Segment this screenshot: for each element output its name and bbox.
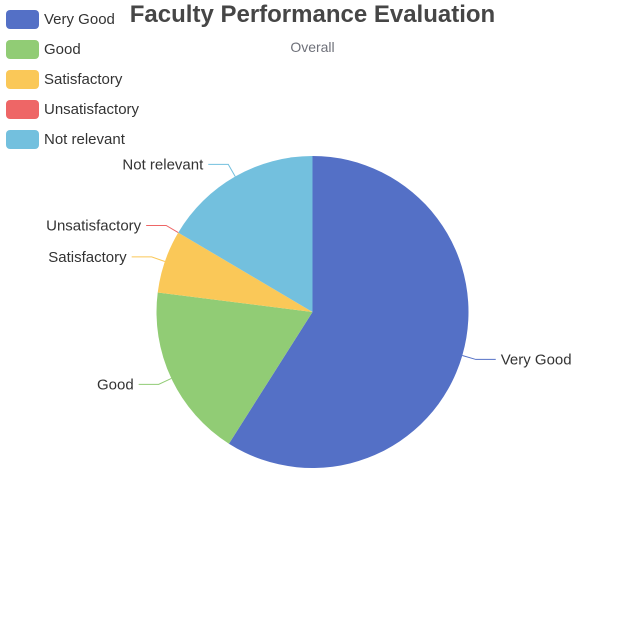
legend-item-satisfactory[interactable]: Satisfactory — [6, 64, 139, 94]
legend-label: Good — [44, 40, 81, 58]
legend-item-unsatisfactory[interactable]: Unsatisfactory — [6, 94, 139, 124]
legend-label: Satisfactory — [44, 70, 123, 88]
pie-slice-not-relevant[interactable] — [178, 156, 313, 312]
slice-label-good: Good — [97, 376, 134, 393]
legend: Very Good Good Satisfactory Unsatisfacto… — [6, 4, 139, 154]
label-line-satisfactory — [131, 256, 166, 262]
legend-swatch — [6, 39, 39, 59]
label-line-very-good — [462, 355, 496, 360]
slice-label-very-good: Very Good — [501, 351, 572, 368]
pie-slices — [156, 156, 469, 468]
slice-label-unsatisfactory: Unsatisfactory — [46, 217, 142, 234]
legend-label: Unsatisfactory — [44, 100, 140, 118]
legend-item-not-relevant[interactable]: Not relevant — [6, 124, 139, 154]
legend-item-good[interactable]: Good — [6, 34, 139, 64]
pie-slice-very-good[interactable] — [228, 156, 469, 468]
chart-title: Faculty Performance Evaluation — [129, 1, 496, 28]
pie-slice-good[interactable] — [156, 292, 313, 444]
legend-swatch — [6, 129, 39, 149]
legend-swatch — [6, 69, 39, 89]
legend-item-very-good[interactable]: Very Good — [6, 4, 139, 34]
legend-swatch — [6, 99, 39, 119]
legend-label: Very Good — [44, 10, 115, 28]
label-line-unsatisfactory — [146, 224, 179, 234]
pie-slice-satisfactory[interactable] — [157, 232, 313, 312]
pie-slice-labels: Very Good Good Satisfactory Unsatisfactory N… — [46, 156, 572, 393]
slice-label-not-relevant: Not relevant — [122, 156, 204, 173]
label-line-not-relevant — [208, 163, 236, 177]
legend-swatch — [6, 9, 39, 29]
chart-subtitle: Overall — [290, 39, 335, 55]
legend-label: Not relevant — [44, 130, 125, 148]
label-line-good — [138, 377, 172, 385]
slice-label-satisfactory: Satisfactory — [48, 249, 127, 266]
